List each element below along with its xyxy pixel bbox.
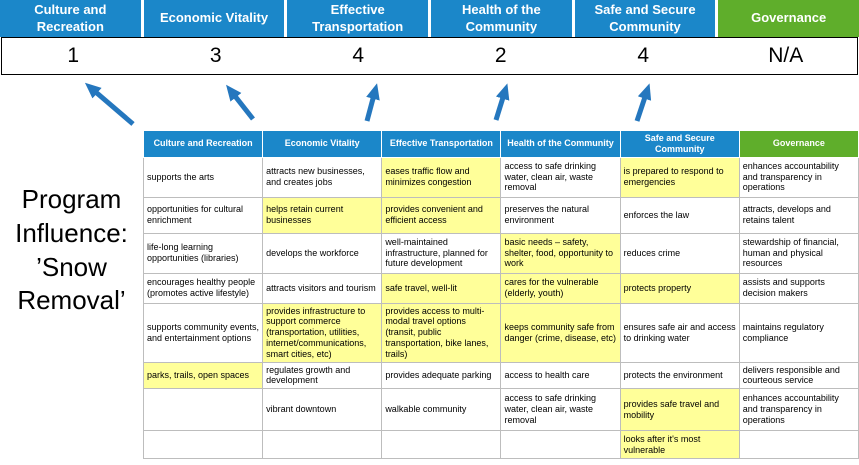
matrix-row: parks, trails, open spaces regulates grow… xyxy=(142,361,859,390)
matrix-cell: access to safe drinking water, clean air… xyxy=(500,156,621,198)
score-economic-vitality: 3 xyxy=(209,44,222,67)
matrix-cell: cares for the vulnerable (elderly, youth… xyxy=(500,272,621,304)
matrix-cell: helps retain current businesses xyxy=(262,196,383,234)
matrix-cell: regulates growth and development xyxy=(262,361,383,390)
arrow-up-icon xyxy=(493,83,510,121)
matrix-head: Culture and Recreation Economic Vitality E… xyxy=(142,130,859,158)
matrix-cell: stewardship of financial, human and phys… xyxy=(738,232,859,274)
matrix-header-cell: Safe and Secure Community xyxy=(619,130,740,158)
summary-header-health-community: Health of the Community xyxy=(431,0,572,37)
matrix-cell: well-maintained infrastructure, planned … xyxy=(381,232,502,274)
matrix-cell: protects property xyxy=(619,272,740,304)
matrix-cell: vibrant downtown xyxy=(262,388,383,432)
matrix-cell: looks after it's most vulnerable xyxy=(619,430,740,460)
matrix-cell: opportunities for cultural enrichment xyxy=(142,196,264,234)
summary-header-culture-recreation: Culture and Recreation xyxy=(0,0,141,37)
matrix-header-cell: Economic Vitality xyxy=(262,130,383,158)
arrow-up-icon xyxy=(364,83,380,122)
matrix-cell: basic needs – safety, shelter, food, opp… xyxy=(500,232,621,274)
matrix-cell: supports the arts xyxy=(142,156,264,198)
matrix-cell: attracts visitors and tourism xyxy=(262,272,383,304)
matrix-cell: life-long learning opportunities (librar… xyxy=(142,232,264,274)
matrix-cell: access to safe drinking water, clean air… xyxy=(500,388,621,432)
matrix-cell: delivers responsible and courteous servi… xyxy=(738,361,859,390)
matrix-row: supports community events, and entertain… xyxy=(142,302,859,363)
matrix-cell: attracts new businesses, and creates job… xyxy=(262,156,383,198)
score-effective-transportation: 4 xyxy=(352,44,365,67)
summary-score-row: 1 3 4 2 4 N/A xyxy=(1,37,858,75)
matrix-cell: safe travel, well-lit xyxy=(381,272,502,304)
matrix-header-cell: Health of the Community xyxy=(500,130,621,158)
matrix-header-cell: Governance xyxy=(738,130,859,158)
matrix-row: encourages healthy people (promotes acti… xyxy=(142,272,859,304)
matrix-cell: eases traffic flow and minimizes congest… xyxy=(381,156,502,198)
matrix-row: opportunities for cultural enrichment hel… xyxy=(142,196,859,234)
score-culture-recreation: 1 xyxy=(67,44,80,67)
matrix-cell: provides access to multi-modal travel op… xyxy=(381,302,502,363)
matrix-cell: walkable community xyxy=(381,388,502,432)
matrix-cell: provides adequate parking xyxy=(381,361,502,390)
matrix-cell: ensures safe air and access to drinking … xyxy=(619,302,740,363)
matrix-row: looks after it's most vulnerable xyxy=(142,430,859,460)
matrix-row: supports the arts attracts new businesses… xyxy=(142,156,859,198)
matrix-cell: enhances accountability and transparency… xyxy=(738,156,859,198)
score-safe-secure-community: 4 xyxy=(637,44,650,67)
matrix-cell: keeps community safe from danger (crime,… xyxy=(500,302,621,363)
matrix-cell xyxy=(381,430,502,460)
program-influence-title: Program Influence: ’Snow Removal’ xyxy=(15,184,128,316)
influence-arrows xyxy=(84,82,652,126)
matrix-cell: protects the environment xyxy=(619,361,740,390)
matrix-cell: encourages healthy people (promotes acti… xyxy=(142,272,264,304)
matrix-cell: parks, trails, open spaces xyxy=(142,361,264,390)
summary-header-effective-transportation: Effective Transportation xyxy=(287,0,429,37)
arrow-up-icon xyxy=(634,83,652,122)
matrix-cell xyxy=(142,430,264,460)
summary-header-economic-vitality: Economic Vitality xyxy=(143,0,285,37)
matrix-cell xyxy=(262,430,383,460)
matrix-cell: develops the workforce xyxy=(262,232,383,274)
matrix-header-row: Culture and Recreation Economic Vitality E… xyxy=(142,130,859,158)
matrix-body: supports the arts attracts new businesses… xyxy=(142,156,859,460)
matrix-header-cell: Culture and Recreation xyxy=(142,130,264,158)
matrix-cell: provides infrastructure to support comme… xyxy=(262,302,383,363)
matrix-cell: access to health care xyxy=(500,361,621,390)
matrix-cell: attracts, develops and retains talent xyxy=(738,196,859,234)
matrix-cell: provides safe travel and mobility xyxy=(619,388,740,432)
summary-header-safe-secure-community: Safe and Secure Community xyxy=(574,0,716,37)
summary-header-row: Culture and Recreation Economic Vitality… xyxy=(0,0,859,37)
matrix-cell: enhances accountability and transparency… xyxy=(738,388,859,432)
matrix-cell xyxy=(500,430,621,460)
matrix-cell xyxy=(142,388,264,432)
matrix-cell: provides convenient and efficient access xyxy=(381,196,502,234)
matrix-header-cell: Effective Transportation xyxy=(381,130,502,158)
matrix-cell: enforces the law xyxy=(619,196,740,234)
arrow-up-icon xyxy=(84,82,135,126)
matrix-cell: preserves the natural environment xyxy=(500,196,621,234)
matrix-cell xyxy=(738,430,859,460)
matrix-row: life-long learning opportunities (librar… xyxy=(142,232,859,274)
score-governance: N/A xyxy=(768,44,804,67)
arrow-up-icon xyxy=(226,84,255,121)
influence-matrix: Culture and Recreation Economic Vitality E… xyxy=(142,130,859,460)
matrix-cell: supports community events, and entertain… xyxy=(142,302,264,363)
matrix-row: vibrant downtown walkable community access… xyxy=(142,388,859,432)
matrix-cell: assists and supports decision makers xyxy=(738,272,859,304)
score-health-community: 2 xyxy=(494,44,507,67)
matrix-cell: maintains regulatory compliance xyxy=(738,302,859,363)
matrix-cell: reduces crime xyxy=(619,232,740,274)
summary-header-governance: Governance xyxy=(718,0,859,37)
matrix-cell: is prepared to respond to emergencies xyxy=(619,156,740,198)
